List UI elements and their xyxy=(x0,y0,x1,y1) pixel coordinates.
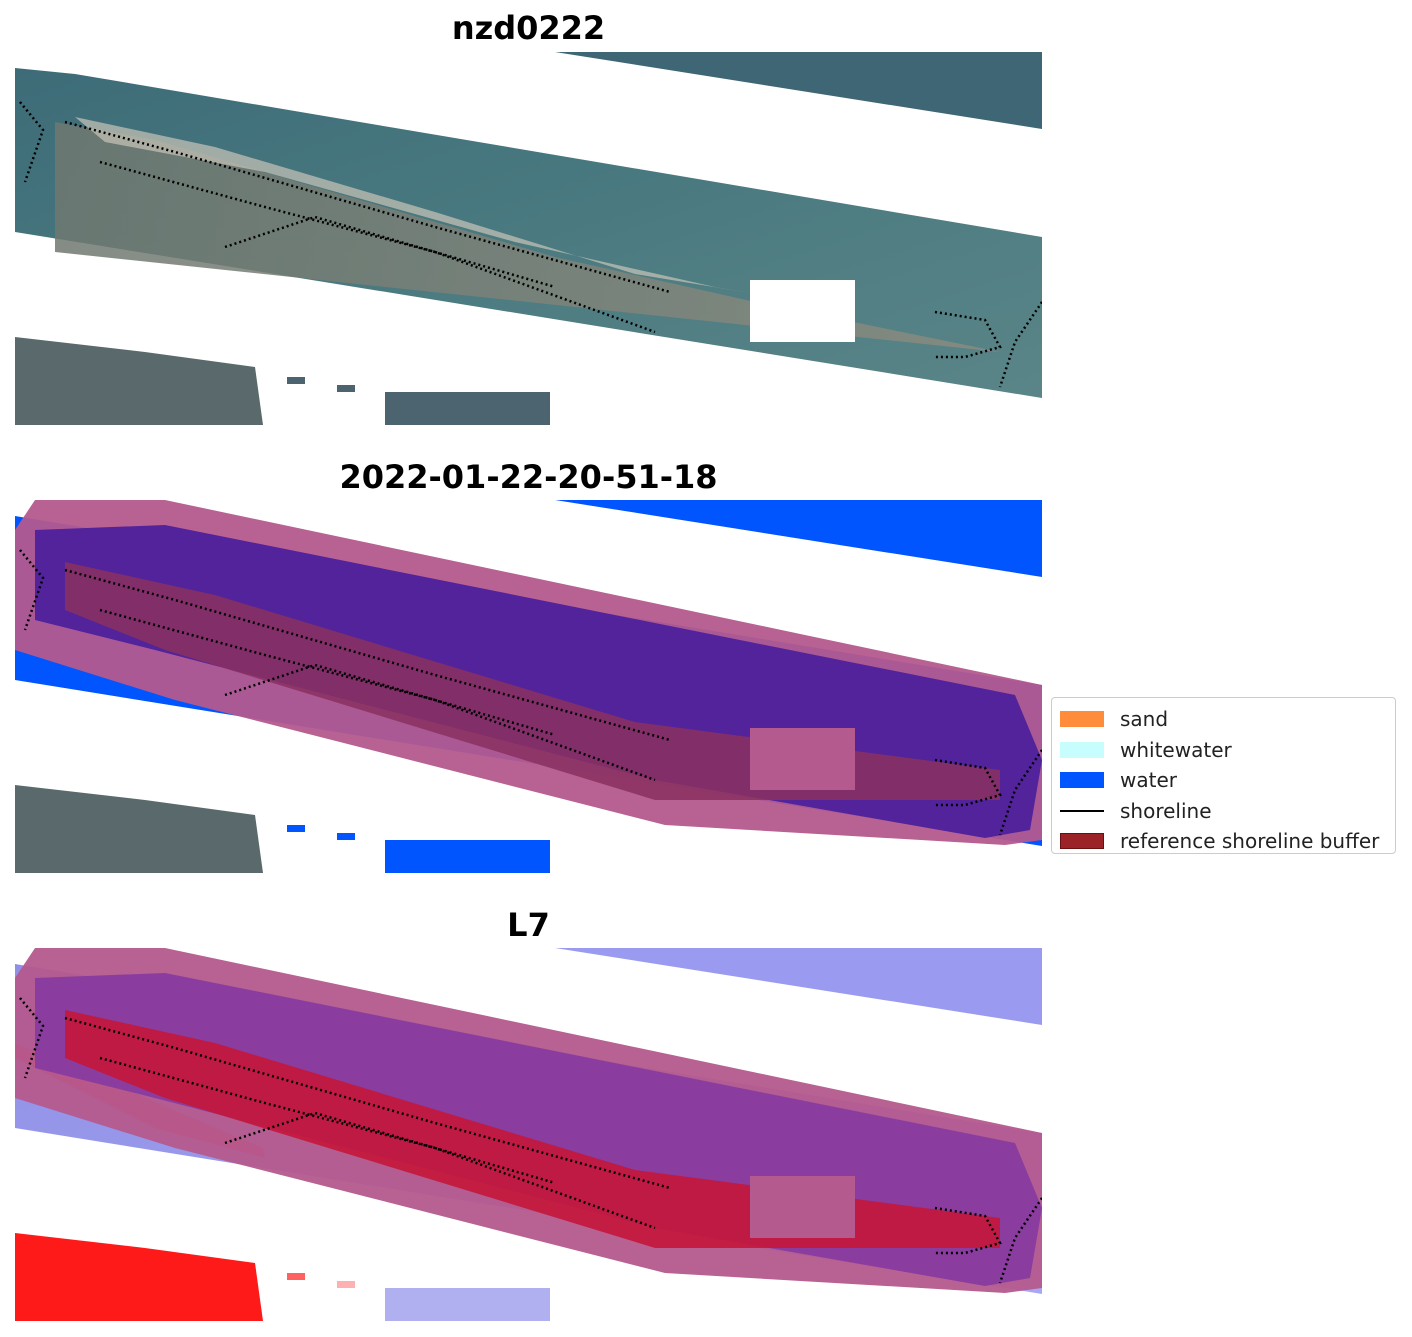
shoreline-swatch xyxy=(1060,809,1104,812)
legend-label: sand xyxy=(1120,707,1169,732)
panel-title-image: nzd0222 xyxy=(451,9,606,47)
legend-item-reference-buffer: reference shoreline buffer xyxy=(1060,826,1387,857)
sand-swatch xyxy=(1060,711,1104,728)
legend-item-whitewater: whitewater xyxy=(1060,735,1387,766)
legend-item-water: water xyxy=(1060,765,1387,796)
panel-title-satellite: L7 xyxy=(507,906,550,944)
legend-label: whitewater xyxy=(1120,737,1232,762)
legend-label: water xyxy=(1120,768,1177,793)
legend-label: shoreline xyxy=(1120,798,1212,823)
legend: sand whitewater water shoreline referenc… xyxy=(1051,697,1396,854)
water-swatch xyxy=(1060,772,1104,789)
index-image xyxy=(15,948,1042,1321)
panel-title-date: 2022-01-22-20-51-18 xyxy=(339,458,718,496)
reference-buffer-swatch xyxy=(1060,833,1104,850)
legend-item-sand: sand xyxy=(1060,704,1387,735)
legend-item-shoreline: shoreline xyxy=(1060,796,1387,827)
whitewater-swatch xyxy=(1060,741,1104,758)
rgb-satellite-image xyxy=(15,52,1042,425)
legend-label: reference shoreline buffer xyxy=(1120,829,1380,854)
classified-image xyxy=(15,500,1042,873)
